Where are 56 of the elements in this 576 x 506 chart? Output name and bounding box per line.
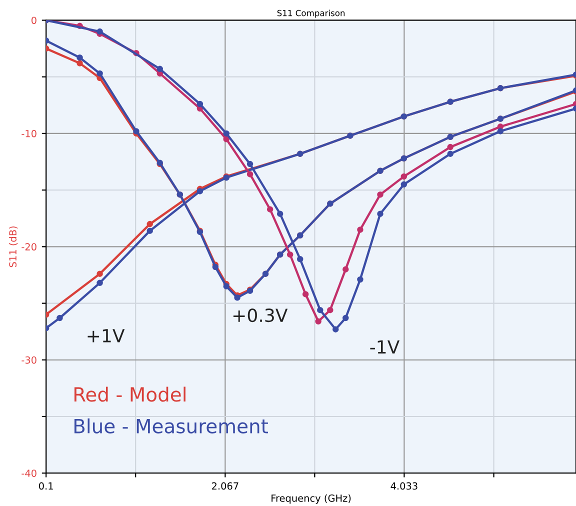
point — [156, 66, 164, 72]
point — [357, 226, 364, 233]
point — [246, 160, 254, 168]
point — [223, 136, 230, 142]
point — [342, 266, 349, 272]
y-tick-label: -40 — [22, 470, 36, 477]
annotation: +1V — [88, 329, 125, 342]
point — [266, 206, 274, 212]
point — [400, 181, 408, 188]
x-tick-label: 0.1 — [38, 482, 53, 490]
point — [286, 251, 294, 258]
annotation: Blue - Measurement — [74, 418, 268, 434]
x-tick-label: 2.067 — [212, 482, 238, 490]
point — [302, 291, 309, 298]
point — [357, 276, 364, 283]
point — [212, 264, 219, 270]
point — [332, 326, 339, 332]
point — [196, 188, 204, 194]
point — [76, 54, 83, 61]
point — [96, 280, 103, 286]
x-axis-title: Frequency (GHz) — [272, 494, 351, 504]
annotation: Red - Model — [74, 386, 186, 402]
point — [56, 314, 63, 322]
point — [276, 210, 284, 217]
point — [497, 128, 504, 134]
point — [447, 150, 454, 157]
y-tick-label: 0 — [32, 16, 36, 24]
point — [327, 306, 334, 314]
point — [196, 100, 204, 108]
chart-title: S11 Comparison — [277, 10, 345, 18]
y-axis-title: S11 (dB) — [8, 226, 18, 268]
y-tick-label: -20 — [22, 243, 36, 251]
x-tick-label: 4.033 — [390, 482, 418, 490]
point — [447, 144, 454, 150]
point — [96, 270, 103, 277]
point — [96, 28, 103, 35]
point — [317, 306, 324, 314]
y-tick-label: -10 — [22, 130, 36, 138]
point — [223, 130, 230, 137]
point — [296, 256, 304, 262]
annotation: -1V — [370, 340, 400, 354]
y-tick-label: -30 — [22, 356, 36, 364]
point — [400, 173, 408, 180]
point — [223, 283, 230, 290]
point — [234, 294, 240, 301]
point — [96, 70, 103, 77]
point — [76, 60, 83, 66]
point — [377, 191, 384, 198]
point — [377, 210, 384, 217]
annotation: +0.3V — [233, 308, 288, 322]
point — [146, 220, 154, 228]
point — [133, 128, 140, 134]
point — [342, 314, 349, 322]
point — [146, 228, 154, 234]
point — [315, 318, 322, 325]
point — [246, 171, 254, 178]
